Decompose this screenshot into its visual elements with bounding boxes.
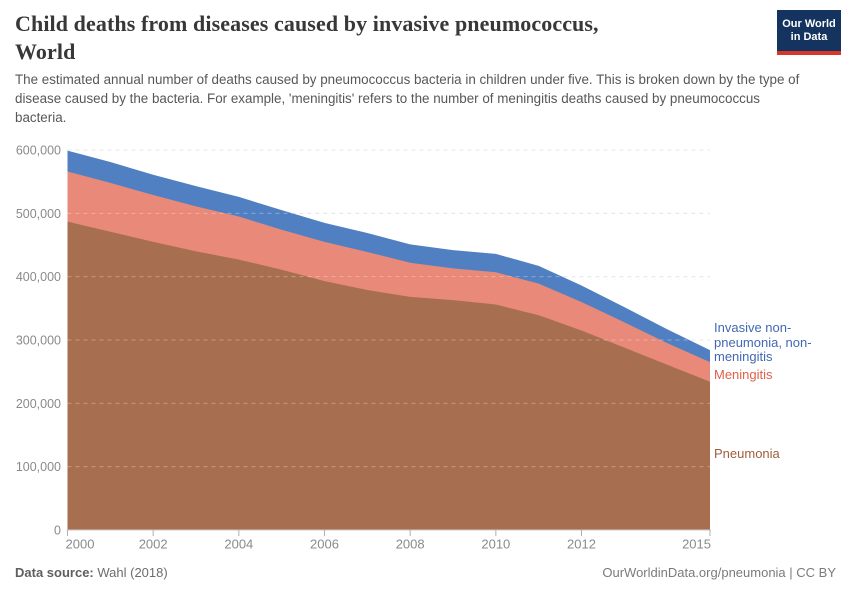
y-tick-label: 0 xyxy=(54,524,61,538)
y-tick-label: 200,000 xyxy=(16,397,61,411)
owid-logo-line2: in Data xyxy=(790,31,828,43)
data-source-value: Wahl (2018) xyxy=(97,565,168,580)
x-tick-label: 2015 xyxy=(682,537,711,552)
y-tick-label: 100,000 xyxy=(16,460,61,474)
x-tick-label: 2002 xyxy=(139,537,168,552)
chart-title: Child deaths from diseases caused by inv… xyxy=(15,10,695,66)
legend-item-meningitis: Meningitis xyxy=(714,367,773,382)
x-tick-label: 2000 xyxy=(66,537,95,552)
chart-title-line2: World xyxy=(15,39,76,64)
x-tick-label: 2012 xyxy=(567,537,596,552)
chart-title-line1: Child deaths from diseases caused by inv… xyxy=(15,11,599,36)
y-tick-label: 500,000 xyxy=(16,207,61,221)
data-source-note: Data source: Wahl (2018) xyxy=(15,565,168,580)
legend-item-invasive: Invasive non-pneumonia, non-meningitis xyxy=(714,320,812,364)
legend-item-pneumonia: Pneumonia xyxy=(714,446,780,461)
y-tick-label: 600,000 xyxy=(16,144,61,158)
x-tick-label: 2008 xyxy=(396,537,425,552)
chart-subtitle: The estimated annual number of deaths ca… xyxy=(15,72,800,125)
x-tick-label: 2010 xyxy=(481,537,510,552)
attribution-link[interactable]: OurWorldinData.org/pneumonia | CC BY xyxy=(602,565,836,580)
y-tick-label: 400,000 xyxy=(16,270,61,284)
owid-logo-line1: Our World xyxy=(782,18,836,30)
data-source-label: Data source: xyxy=(15,565,94,580)
owid-logo[interactable]: Our World in Data xyxy=(777,10,841,55)
stacked-area-chart: 2000 2002 2004 2006 2008 2010 2012 2015 0 100,000… xyxy=(16,144,711,552)
x-tick-label: 2006 xyxy=(310,537,339,552)
y-tick-label: 300,000 xyxy=(16,334,61,348)
x-tick-label: 2004 xyxy=(224,537,253,552)
area-pneumonia xyxy=(67,221,710,531)
chart-area: 2000 2002 2004 2006 2008 2010 2012 2015 0 100,000… xyxy=(0,140,850,570)
